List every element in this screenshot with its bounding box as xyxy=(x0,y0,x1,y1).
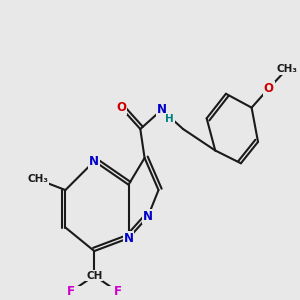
Text: N: N xyxy=(89,155,99,168)
Text: N: N xyxy=(124,232,134,245)
Text: N: N xyxy=(143,210,153,223)
Text: CH: CH xyxy=(86,271,103,281)
Text: CH₃: CH₃ xyxy=(27,174,48,184)
Text: O: O xyxy=(116,101,126,114)
Text: O: O xyxy=(264,82,274,95)
Text: F: F xyxy=(114,285,122,298)
Text: CH₃: CH₃ xyxy=(276,64,297,74)
Text: F: F xyxy=(67,285,75,298)
Text: N: N xyxy=(157,103,167,116)
Text: H: H xyxy=(165,114,174,124)
